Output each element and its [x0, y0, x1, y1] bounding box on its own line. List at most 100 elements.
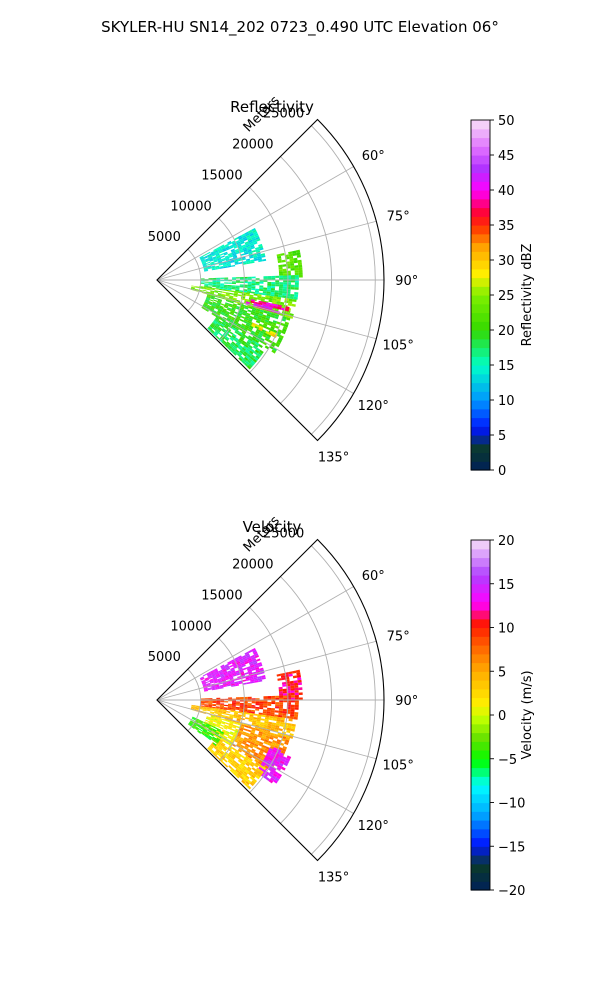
echo-cell [230, 342, 235, 347]
echo-cell [228, 723, 233, 727]
colorbar-segment [471, 286, 490, 296]
echo-cell [224, 343, 229, 348]
echo-cell [224, 763, 229, 768]
echo-cell [238, 236, 243, 241]
colorbar-segment [471, 627, 490, 637]
echo-cell [233, 713, 238, 716]
echo-cell [247, 289, 252, 292]
echo-cell [261, 766, 267, 771]
echo-cell [229, 732, 234, 736]
echo-cell [217, 248, 222, 252]
echo-cell [254, 665, 259, 669]
echo-cell [227, 727, 232, 730]
echo-cell [212, 332, 217, 337]
echo-cell [250, 730, 255, 734]
echo-cell [233, 293, 238, 296]
echo-cell [259, 721, 265, 725]
echo-cell [248, 745, 254, 749]
echo-cell [243, 728, 248, 731]
echo-cell [247, 706, 252, 709]
echo-cell [242, 340, 247, 345]
echo-cell [275, 706, 280, 709]
echo-cell [269, 328, 274, 332]
echo-cell [239, 239, 244, 243]
echo-cell [245, 314, 250, 318]
echo-cell [290, 280, 295, 283]
echo-cell [220, 674, 225, 677]
echo-cell [200, 283, 205, 285]
colorbar-segment [471, 452, 490, 462]
echo-cell [282, 710, 287, 714]
echo-cell [272, 749, 277, 753]
colorbar-segment [471, 225, 490, 235]
echo-cell [282, 690, 287, 694]
echo-cell [237, 258, 243, 262]
echo-cell [248, 757, 253, 762]
echo-cell [290, 695, 295, 698]
echo-cell [236, 241, 241, 245]
echo-cell [257, 715, 262, 719]
echo-cell [209, 726, 214, 730]
echo-cell [196, 724, 201, 728]
echo-cell [204, 721, 209, 724]
echo-cell [204, 301, 209, 304]
colorbar-segment [471, 400, 490, 410]
echo-cell [210, 671, 215, 674]
echo-cell [227, 671, 232, 675]
echo-cell [246, 291, 252, 294]
echo-cell [223, 707, 228, 709]
echo-cell [293, 294, 299, 298]
echo-cell [238, 344, 243, 349]
echo-cell [243, 328, 248, 332]
colorbar-segment [471, 697, 490, 707]
echo-cell [218, 737, 223, 741]
echo-cell [273, 779, 278, 784]
echo-cell [251, 701, 256, 704]
echo-cell [294, 690, 299, 693]
echo-cell [240, 673, 245, 676]
echo-cell [236, 353, 242, 358]
echo-cell [259, 311, 264, 315]
echo-cell [229, 722, 234, 725]
echo-cell [220, 675, 225, 678]
colorbar-segment [471, 163, 490, 174]
echo-cell [277, 339, 282, 344]
echo-cell [235, 706, 240, 709]
echo-cell [235, 704, 240, 706]
echo-cell [221, 311, 226, 315]
echo-cell [261, 761, 267, 765]
echo-cell [238, 711, 243, 714]
echo-cell [251, 281, 256, 284]
echo-cell [216, 277, 221, 279]
echo-cell [204, 309, 209, 312]
echo-cell [261, 296, 266, 300]
echo-cell [259, 729, 264, 733]
echo-cell [243, 250, 249, 254]
echo-cell [189, 721, 194, 725]
colorbar-segment [471, 723, 490, 734]
echo-cell [203, 687, 208, 690]
echo-cell [242, 740, 247, 744]
echo-cell [203, 688, 208, 691]
echo-cell [235, 708, 240, 711]
echo-cell [282, 268, 287, 272]
range-tick-label: 25000 [263, 107, 304, 122]
echo-cell [259, 325, 264, 330]
echo-cell [240, 305, 245, 309]
polar-frame [156, 538, 385, 862]
echo-cell [276, 718, 281, 722]
echo-cell [225, 257, 230, 261]
echo-cell [279, 301, 285, 305]
echo-cell [244, 753, 249, 757]
echo-cell [208, 256, 213, 260]
echo-cell [213, 751, 218, 756]
echo-cell [216, 328, 221, 333]
echo-cell [245, 335, 250, 340]
echo-cell [221, 668, 226, 671]
echo-cell [212, 675, 217, 678]
echo-cell [243, 351, 248, 356]
echo-cell [290, 287, 295, 290]
echo-cell [275, 695, 280, 698]
echo-cell [207, 736, 212, 740]
echo-cell [255, 310, 260, 314]
